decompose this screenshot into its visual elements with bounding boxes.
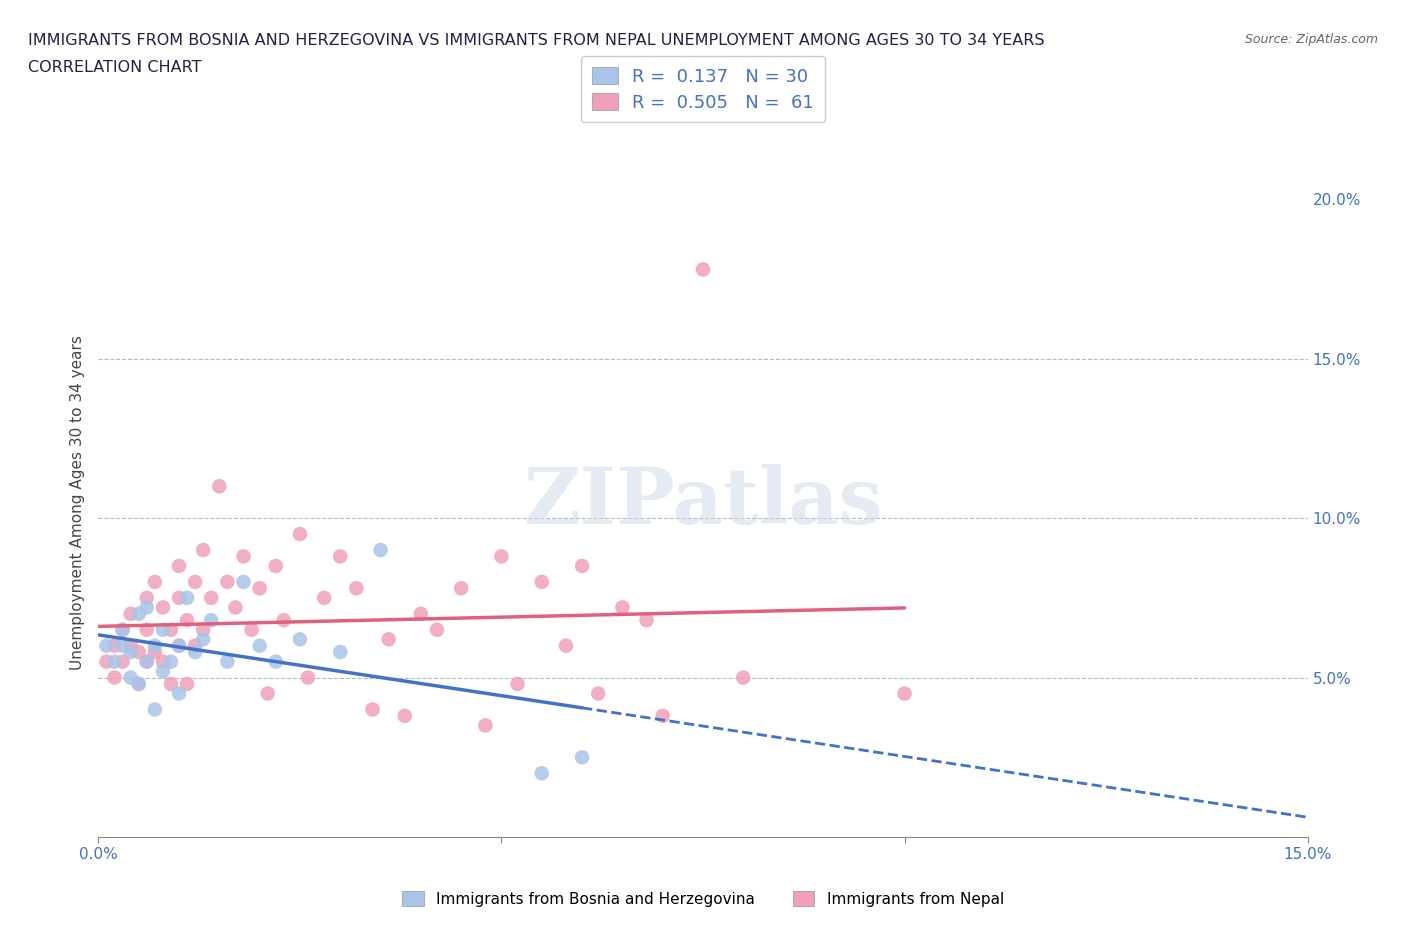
- Point: [314, 591, 336, 605]
- Point: [103, 654, 125, 669]
- Point: [167, 638, 190, 653]
- Point: [893, 686, 915, 701]
- Point: [120, 638, 142, 653]
- Point: [370, 542, 392, 557]
- Point: [249, 638, 271, 653]
- Point: [530, 765, 553, 780]
- Point: [184, 638, 207, 653]
- Point: [193, 622, 215, 637]
- Point: [135, 600, 157, 615]
- Point: [491, 549, 513, 564]
- Point: [111, 654, 134, 669]
- Point: [200, 613, 222, 628]
- Point: [329, 549, 352, 564]
- Point: [208, 479, 231, 494]
- Point: [167, 686, 190, 701]
- Point: [184, 575, 207, 590]
- Point: [152, 622, 174, 637]
- Text: IMMIGRANTS FROM BOSNIA AND HERZEGOVINA VS IMMIGRANTS FROM NEPAL UNEMPLOYMENT AMO: IMMIGRANTS FROM BOSNIA AND HERZEGOVINA V…: [28, 33, 1045, 47]
- Point: [240, 622, 263, 637]
- Point: [160, 654, 183, 669]
- Point: [571, 559, 593, 574]
- Point: [426, 622, 449, 637]
- Point: [273, 613, 295, 628]
- Point: [224, 600, 246, 615]
- Point: [636, 613, 658, 628]
- Point: [111, 638, 134, 653]
- Point: [143, 575, 166, 590]
- Point: [111, 622, 134, 637]
- Point: [176, 676, 198, 691]
- Point: [135, 622, 157, 637]
- Point: [200, 591, 222, 605]
- Point: [120, 606, 142, 621]
- Point: [344, 581, 367, 596]
- Point: [377, 631, 399, 646]
- Text: Source: ZipAtlas.com: Source: ZipAtlas.com: [1244, 33, 1378, 46]
- Point: [143, 644, 166, 659]
- Point: [232, 575, 254, 590]
- Point: [217, 575, 239, 590]
- Point: [128, 606, 150, 621]
- Point: [160, 622, 183, 637]
- Point: [135, 591, 157, 605]
- Point: [120, 671, 142, 685]
- Point: [128, 644, 150, 659]
- Point: [128, 676, 150, 691]
- Legend: R =  0.137   N = 30, R =  0.505   N =  61: R = 0.137 N = 30, R = 0.505 N = 61: [582, 56, 824, 123]
- Text: ZIPatlas: ZIPatlas: [523, 464, 883, 540]
- Point: [474, 718, 496, 733]
- Point: [143, 702, 166, 717]
- Point: [96, 654, 118, 669]
- Point: [152, 664, 174, 679]
- Point: [361, 702, 384, 717]
- Text: CORRELATION CHART: CORRELATION CHART: [28, 60, 201, 75]
- Point: [176, 591, 198, 605]
- Point: [288, 631, 311, 646]
- Point: [103, 638, 125, 653]
- Point: [128, 676, 150, 691]
- Point: [555, 638, 578, 653]
- Point: [571, 750, 593, 764]
- Point: [167, 638, 190, 653]
- Point: [394, 709, 416, 724]
- Point: [249, 581, 271, 596]
- Point: [176, 613, 198, 628]
- Point: [152, 654, 174, 669]
- Y-axis label: Unemployment Among Ages 30 to 34 years: Unemployment Among Ages 30 to 34 years: [70, 335, 86, 670]
- Point: [160, 676, 183, 691]
- Legend: Immigrants from Bosnia and Herzegovina, Immigrants from Nepal: Immigrants from Bosnia and Herzegovina, …: [396, 885, 1010, 913]
- Point: [111, 622, 134, 637]
- Point: [692, 262, 714, 277]
- Point: [530, 575, 553, 590]
- Point: [506, 676, 529, 691]
- Point: [135, 654, 157, 669]
- Point: [232, 549, 254, 564]
- Point: [612, 600, 634, 615]
- Point: [651, 709, 673, 724]
- Point: [264, 654, 287, 669]
- Point: [167, 591, 190, 605]
- Point: [103, 671, 125, 685]
- Point: [193, 542, 215, 557]
- Point: [329, 644, 352, 659]
- Point: [256, 686, 278, 701]
- Point: [193, 631, 215, 646]
- Point: [152, 600, 174, 615]
- Point: [135, 654, 157, 669]
- Point: [409, 606, 432, 621]
- Point: [297, 671, 319, 685]
- Point: [143, 638, 166, 653]
- Point: [167, 559, 190, 574]
- Point: [217, 654, 239, 669]
- Point: [586, 686, 609, 701]
- Point: [120, 644, 142, 659]
- Point: [184, 644, 207, 659]
- Point: [450, 581, 472, 596]
- Point: [733, 671, 755, 685]
- Point: [264, 559, 287, 574]
- Point: [96, 638, 118, 653]
- Point: [288, 526, 311, 541]
